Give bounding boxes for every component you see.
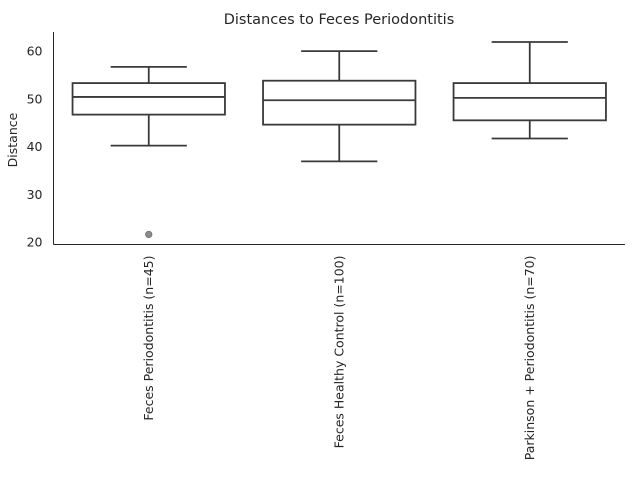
box-series	[71, 41, 607, 239]
interquartile-box	[452, 82, 607, 122]
box-group	[262, 50, 417, 163]
chart-title: Distances to Feces Periodontitis	[224, 12, 455, 28]
outlier-point	[145, 230, 153, 239]
y-tick-label: 30	[27, 187, 43, 202]
y-axis-label: Distance	[5, 112, 20, 167]
x-axis-ticks: Feces Periodontitis (n=45) Feces Healthy …	[141, 256, 537, 461]
y-axis-ticks: 20 30 40 50 60	[27, 44, 43, 250]
interquartile-box	[71, 82, 226, 116]
x-tick-label: Parkinson + Periodontitis (n=70)	[522, 256, 537, 461]
x-tick-label: Feces Periodontitis (n=45)	[141, 256, 156, 421]
interquartile-box	[262, 79, 417, 126]
x-tick-label: Feces Healthy Control (n=100)	[332, 256, 347, 449]
y-tick-label: 60	[27, 44, 43, 59]
y-tick-label: 50	[27, 91, 43, 106]
box-group	[452, 41, 607, 140]
y-tick-label: 40	[27, 139, 43, 154]
box-group	[71, 65, 226, 239]
y-tick-label: 20	[27, 235, 43, 250]
